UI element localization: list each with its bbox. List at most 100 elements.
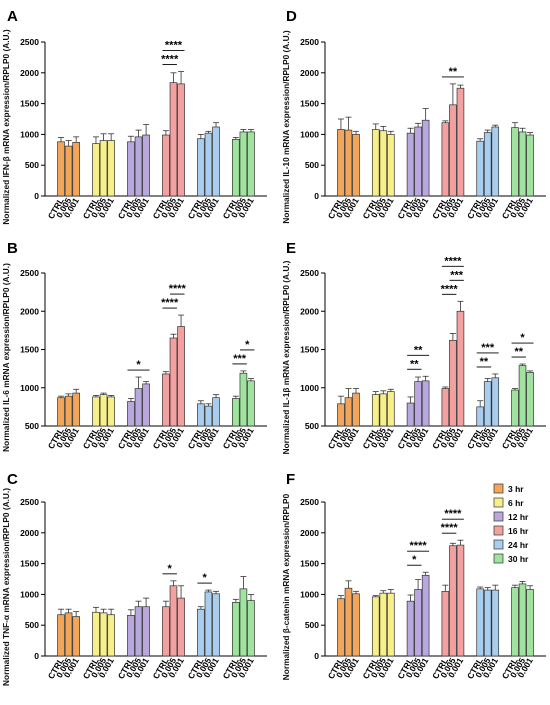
bar-d-g2-b0 (406, 132, 415, 197)
y-tick-label-d: 0 (314, 191, 319, 201)
y-tick-label-f: 500 (305, 620, 319, 630)
sig-label-f-g3-0: **** (441, 522, 459, 534)
y-tick-label-b: 1000 (20, 383, 39, 393)
bar-b-g4-b1 (204, 405, 213, 427)
bar-e-g4-b2 (491, 377, 500, 427)
bar-b-g1-b1 (99, 394, 108, 427)
y-tick-label-c: 0 (34, 651, 39, 661)
bar-b-g0-b2 (72, 392, 80, 427)
bar-f-g2-b2 (421, 574, 430, 657)
bar-c-g5-b1 (239, 588, 248, 657)
bar-a-g1-b0 (92, 143, 100, 197)
legend-swatch-3 (493, 525, 504, 536)
bar-a-g3-b2 (177, 83, 185, 197)
bar-a-g1-b2 (107, 140, 115, 197)
bar-f-g1-b2 (387, 592, 395, 657)
bar-f-g4-b0 (476, 588, 484, 657)
sig-label-b-g5-0: *** (233, 353, 247, 365)
bar-c-g1-b0 (92, 611, 100, 657)
bar-a-g5-b2 (247, 131, 255, 197)
bar-e-g2-b1 (414, 381, 422, 427)
bar-f-g3-b0 (441, 590, 450, 657)
sig-label-f-g2-1: **** (410, 540, 428, 552)
y-tick-label-e: 2000 (300, 306, 319, 316)
y-tick-label-b: 500 (25, 421, 39, 431)
y-tick-label-a: 2000 (20, 68, 39, 78)
bar-e-g5-b0 (511, 389, 519, 427)
sig-label-a-g3-0: **** (161, 54, 179, 66)
bar-d-g2-b1 (414, 126, 422, 197)
bar-f-g1-b1 (379, 592, 388, 657)
legend-label-0: 3 hr (508, 484, 524, 494)
y-tick-label-c: 1500 (20, 559, 39, 569)
bar-d-g4-b1 (483, 132, 492, 197)
sig-label-e-g2-0: ** (410, 358, 419, 370)
bar-a-g5-b1 (239, 131, 248, 197)
bar-c-g5-b0 (232, 602, 240, 657)
bar-c-g4-b0 (197, 608, 205, 657)
y-tick-label-f: 2500 (300, 497, 319, 507)
sig-label-e-g5-1: * (520, 332, 525, 344)
bar-f-g4-b2 (491, 589, 500, 657)
y-tick-label-c: 1000 (20, 589, 39, 599)
bar-b-g3-b0 (162, 373, 170, 427)
bar-c-g0-b0 (57, 614, 65, 657)
y-tick-label-e: 2500 (300, 268, 319, 278)
bar-b-g1-b0 (92, 396, 100, 427)
bar-f-g1-b0 (371, 596, 380, 657)
panel-label-f: F (286, 471, 295, 488)
bar-b-g2-b2 (142, 383, 150, 427)
y-tick-label-e: 1000 (300, 383, 319, 393)
bar-b-g5-b0 (232, 398, 240, 427)
y-tick-label-f: 1000 (300, 589, 319, 599)
bar-d-g3-b2 (456, 87, 465, 197)
sig-label-b-g3-0: **** (161, 297, 179, 309)
bar-d-g4-b2 (491, 126, 500, 197)
bar-f-g2-b0 (406, 600, 415, 657)
bar-e-g5-b2 (526, 372, 534, 427)
bar-c-g3-b0 (162, 606, 170, 657)
y-tick-label-d: 1000 (300, 129, 319, 139)
panel-label-d: D (286, 8, 297, 25)
bar-c-g0-b2 (72, 616, 80, 657)
sig-label-b-g2-0: * (136, 359, 141, 371)
y-tick-label-a: 1000 (20, 129, 39, 139)
bar-c-g5-b2 (247, 600, 255, 657)
bar-b-g2-b1 (134, 388, 143, 427)
bar-f-g0-b2 (352, 593, 360, 657)
y-tick-label-b: 2500 (20, 268, 39, 278)
y-axis-label-c: Normalized TNF-α mRNA expression/RPLP0 (… (1, 488, 11, 686)
bar-e-g3-b2 (456, 310, 465, 427)
sig-label-e-g3-2: **** (444, 255, 462, 267)
bar-a-g4-b0 (197, 138, 205, 197)
bar-f-g5-b2 (526, 589, 534, 657)
bar-a-g0-b0 (57, 141, 65, 197)
bar-b-g2-b0 (127, 401, 135, 427)
y-tick-label-e: 500 (305, 421, 319, 431)
legend-label-1: 6 hr (508, 498, 524, 508)
y-tick-label-b: 1500 (20, 345, 39, 355)
bar-b-g0-b1 (64, 395, 73, 427)
bar-c-g2-b2 (142, 606, 150, 657)
bar-e-g1-b1 (379, 393, 388, 427)
panel-label-a: A (7, 8, 18, 25)
bar-c-g1-b1 (99, 612, 108, 657)
bar-e-g0-b1 (344, 397, 353, 427)
y-tick-label-f: 0 (314, 651, 319, 661)
bar-e-g1-b2 (387, 391, 395, 427)
bar-f-g5-b1 (518, 583, 527, 657)
bar-d-g4-b0 (476, 140, 484, 197)
bar-d-g5-b0 (511, 127, 519, 197)
bar-b-g4-b2 (212, 397, 220, 427)
sig-label-e-g2-1: ** (414, 344, 423, 356)
bar-d-g5-b1 (518, 131, 527, 197)
bar-e-g5-b1 (518, 365, 527, 427)
bar-b-g3-b2 (177, 326, 185, 427)
bar-c-g2-b0 (127, 614, 135, 657)
sig-label-b-g3-1: **** (169, 283, 187, 295)
y-axis-label-d: Normalized IL-10 mRNA expression/RPLP0 (… (281, 30, 291, 224)
bar-d-g0-b1 (344, 129, 353, 197)
bar-c-g4-b1 (204, 591, 213, 657)
bar-d-g5-b2 (526, 134, 534, 197)
